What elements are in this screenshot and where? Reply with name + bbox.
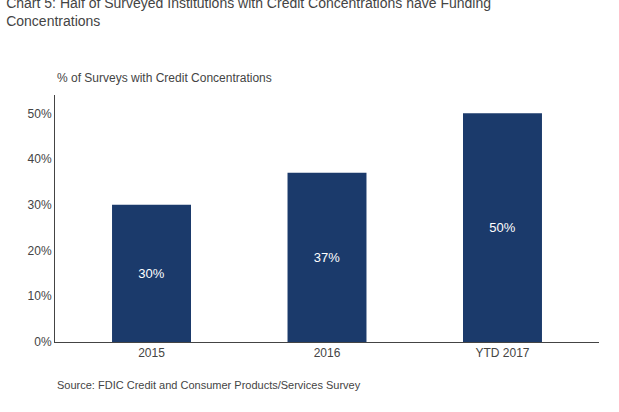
svg-text:30%: 30% [28,198,52,212]
svg-text:30%: 30% [138,266,164,281]
svg-text:50%: 50% [28,107,52,121]
svg-text:2016: 2016 [314,346,341,360]
svg-text:YTD 2017: YTD 2017 [475,346,529,360]
svg-text:50%: 50% [489,220,515,235]
svg-text:Chart 5: Half of Surveyed Inst: Chart 5: Half of Surveyed Institutions w… [6,0,491,29]
svg-text:10%: 10% [28,289,52,303]
svg-text:% of Surveys with Credit Conce: % of Surveys with Credit Concentrations [57,71,272,85]
svg-text:40%: 40% [28,152,52,166]
svg-text:Source: FDIC Credit and Consum: Source: FDIC Credit and Consumer Product… [57,379,361,391]
svg-text:37%: 37% [314,250,340,265]
svg-text:20%: 20% [28,244,52,258]
svg-text:0%: 0% [34,335,52,349]
svg-text:2015: 2015 [138,346,165,360]
